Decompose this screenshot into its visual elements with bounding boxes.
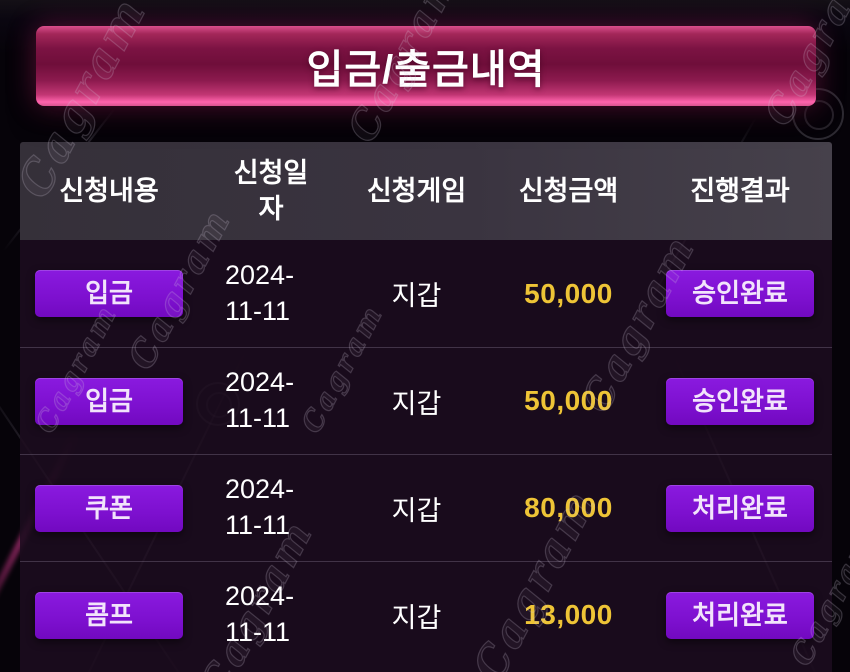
row-game: 지갑 (391, 388, 442, 419)
row-date: 2024-11-11 (225, 474, 295, 540)
row-status-button[interactable]: 승인완료 (666, 270, 814, 317)
row-type-button[interactable]: 콤프 (35, 591, 183, 639)
table-header-row: 신청내용 신청일자 신청게임 신청금액 진행결과 (20, 142, 832, 240)
table-row: 쿠폰 2024-11-11 지갑 80,000 처리완료 (20, 454, 832, 561)
column-header-result: 진행결과 (690, 175, 790, 206)
column-header-request-game: 신청게임 (366, 175, 467, 206)
page-title-banner: 입금/출금내역 (36, 26, 816, 106)
row-amount: 50,000 (524, 277, 613, 309)
row-status-button[interactable]: 처리완료 (666, 591, 814, 639)
deposit-withdraw-history-table: 신청내용 신청일자 신청게임 신청금액 진행결과 입금 2024-11-11 지… (20, 142, 832, 672)
column-header-request-type: 신청내용 (59, 175, 159, 206)
row-date: 2024-11-11 (225, 581, 295, 647)
row-amount: 80,000 (524, 492, 613, 523)
row-amount: 13,000 (524, 599, 613, 630)
row-date: 2024-11-11 (225, 259, 295, 326)
table-row: 입금 2024-11-11 지갑 50,000 승인완료 (20, 347, 832, 454)
page-title: 입금/출금내역 (306, 48, 546, 92)
row-game: 지갑 (391, 281, 442, 311)
row-type-button[interactable]: 입금 (35, 377, 183, 425)
row-amount: 50,000 (524, 385, 613, 416)
row-game: 지갑 (391, 602, 442, 633)
row-status-button[interactable]: 승인완료 (666, 377, 814, 425)
column-header-request-amount: 신청금액 (518, 175, 619, 206)
row-type-button[interactable]: 입금 (35, 270, 183, 317)
column-header-request-date: 신청일자 (233, 157, 309, 224)
table-row: 입금 2024-11-11 지갑 50,000 승인완료 (20, 240, 832, 347)
table-body: 입금 2024-11-11 지갑 50,000 승인완료 입금 2024-11-… (20, 240, 832, 672)
row-type-button[interactable]: 쿠폰 (35, 484, 183, 532)
row-status-button[interactable]: 처리완료 (666, 484, 814, 532)
row-date: 2024-11-11 (225, 367, 295, 433)
row-game: 지갑 (391, 495, 442, 526)
table-row: 콤프 2024-11-11 지갑 13,000 처리완료 (20, 561, 832, 668)
